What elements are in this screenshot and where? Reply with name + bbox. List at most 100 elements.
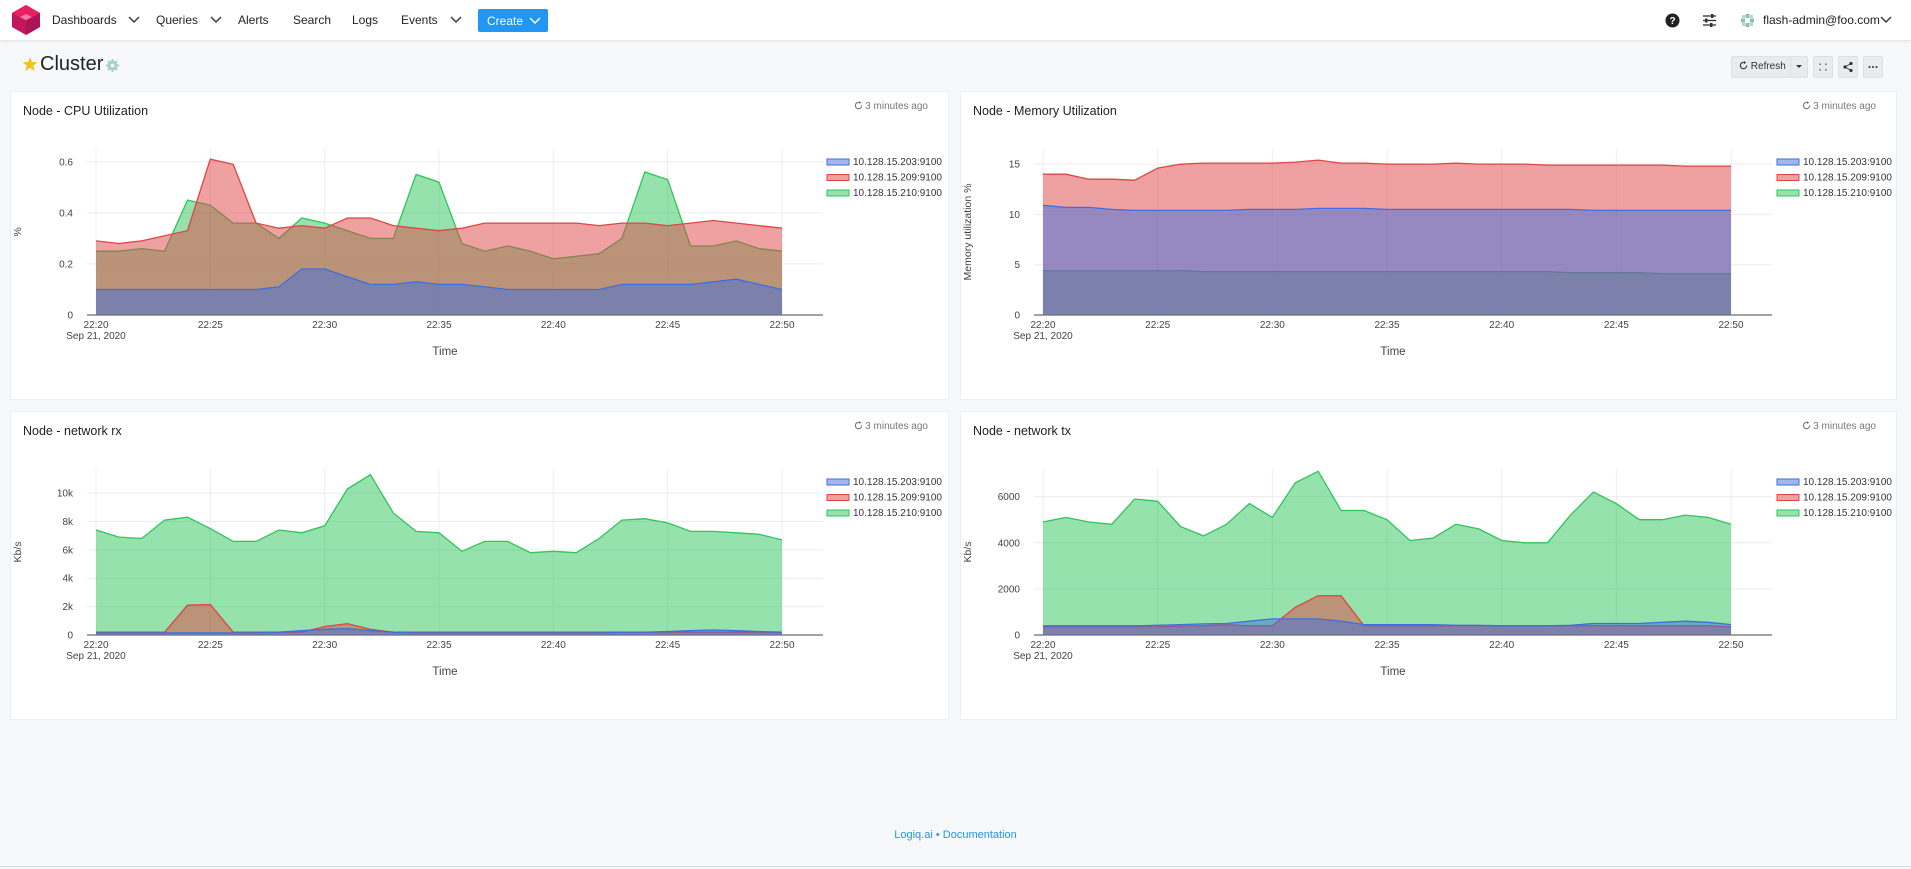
y-tick-label: 15 [1009,160,1021,171]
x-tick-label: 22:45 [1604,640,1629,651]
create-button-label: Create [487,14,524,28]
refresh-icon [854,421,863,430]
series-line [1042,204,1731,212]
help-icon[interactable]: ? [1665,13,1680,28]
footer-documentation-link[interactable]: Documentation [942,829,1017,841]
legend-swatch [1776,509,1800,517]
x-tick-label: 22:45 [655,640,680,651]
share-icon [1843,61,1853,73]
widget-network-rx: Node - network rx 3 minutes ago 0 2k 4k 6k 8… [10,411,949,720]
legend-label: 10.128.15.209:9100 [853,493,942,504]
widget-title: Node - Memory Utilization [973,104,1117,118]
x-tick-label: 22:25 [198,320,223,331]
x-tick-label: 22:40 [541,320,566,331]
legend-swatch [1776,478,1800,486]
series-area [1043,205,1731,315]
share-button[interactable] [1838,56,1858,78]
legend-swatch [826,509,850,517]
legend-label: 10.128.15.209:9100 [853,173,942,184]
chevron-down-icon[interactable] [127,13,141,27]
chevron-down-icon[interactable] [209,13,223,27]
chevron-down-icon[interactable] [1879,13,1893,27]
refresh-button[interactable]: Refresh [1731,56,1791,78]
y-tick-label: 0.6 [59,157,73,168]
y-tick-label: 2k [62,602,74,613]
x-tick-sublabel: Sep 21, 2020 [1013,331,1073,342]
nav-search[interactable]: Search [293,13,332,27]
settings-sliders-icon[interactable] [1702,13,1717,28]
fullscreen-button[interactable] [1813,56,1833,78]
nav-logs[interactable]: Logs [352,13,379,27]
create-button[interactable]: Create [478,9,548,32]
widget-title: Node - network rx [23,424,122,438]
refresh-icon [854,101,863,110]
legend-label: 10.128.15.210:9100 [853,188,942,199]
widget-updated-time: 3 minutes ago [854,101,928,112]
widget-memory-utilization: Node - Memory Utilization 3 minutes ago … [960,91,1897,400]
chevron-down-icon[interactable] [449,13,463,27]
legend-label: 10.128.15.209:9100 [1803,173,1892,184]
legend-swatch [826,174,850,181]
x-axis-title: Time [432,346,457,358]
series-area [1043,471,1731,635]
svg-text:?: ? [1669,16,1675,27]
nav-queries[interactable]: Queries [156,13,199,27]
nav-events[interactable]: Events [401,13,438,27]
footer-brand-link[interactable]: Logiq.ai [894,829,933,841]
y-tick-label: 0 [67,631,73,642]
widget-updated-label: 3 minutes ago [865,421,928,432]
x-tick-label: 22:30 [1260,640,1285,651]
y-tick-label: 4000 [998,538,1021,549]
refresh-options-dropdown[interactable] [1790,56,1808,78]
y-axis-title: Kb/s [12,541,24,562]
legend-label: 10.128.15.210:9100 [1803,508,1892,519]
page-title: Cluster [40,53,104,75]
x-tick-label: 22:35 [1374,320,1399,331]
series-line [96,268,783,291]
y-axis-title: % [12,227,24,236]
series-line [1042,470,1732,544]
nav-alerts[interactable]: Alerts [238,13,269,27]
y-tick-label: 0.2 [59,259,73,270]
y-tick-label: 0 [67,311,73,322]
series-line [1043,618,1732,627]
x-tick-sublabel: Sep 21, 2020 [1013,651,1073,662]
x-tick-label: 22:20 [83,640,108,651]
logiq-logo-icon[interactable] [10,4,42,36]
x-tick-label: 22:45 [1604,320,1629,331]
divider [0,866,1911,867]
user-avatar-icon[interactable] [1740,13,1755,28]
x-tick-label: 22:25 [198,640,223,651]
series-line [96,627,783,634]
more-options-button[interactable] [1863,56,1883,78]
x-tick-label: 22:20 [1030,640,1055,651]
series-line [95,473,783,554]
series-area [96,628,782,635]
x-axis-title: Time [1380,666,1405,678]
y-tick-label: 2000 [998,584,1021,595]
footer-separator: • [935,829,940,841]
legend-label: 10.128.15.203:9100 [853,157,942,168]
footer: Logiq.ai • Documentation [0,829,1911,841]
legend-label: 10.128.15.203:9100 [853,477,942,488]
x-tick-label: 22:50 [1718,320,1743,331]
widget-updated-label: 3 minutes ago [865,101,928,112]
x-tick-label: 22:30 [312,320,337,331]
y-axis-title: Kb/s [962,541,974,562]
y-axis-title: Memory utilization % [962,184,974,281]
user-menu[interactable]: flash-admin@foo.com [1763,13,1880,27]
y-tick-label: 5 [1014,260,1020,271]
x-tick-label: 22:45 [655,320,680,331]
series-line [95,158,783,245]
nav-dashboards[interactable]: Dashboards [52,13,117,27]
favorite-star-icon[interactable] [22,56,38,72]
legend-label: 10.128.15.203:9100 [1803,477,1892,488]
x-tick-label: 22:35 [1374,640,1399,651]
top-navbar: Dashboards Queries Alerts Search Logs Ev… [0,0,1911,41]
x-tick-label: 22:25 [1145,640,1170,651]
widget-updated-label: 3 minutes ago [1813,101,1876,112]
